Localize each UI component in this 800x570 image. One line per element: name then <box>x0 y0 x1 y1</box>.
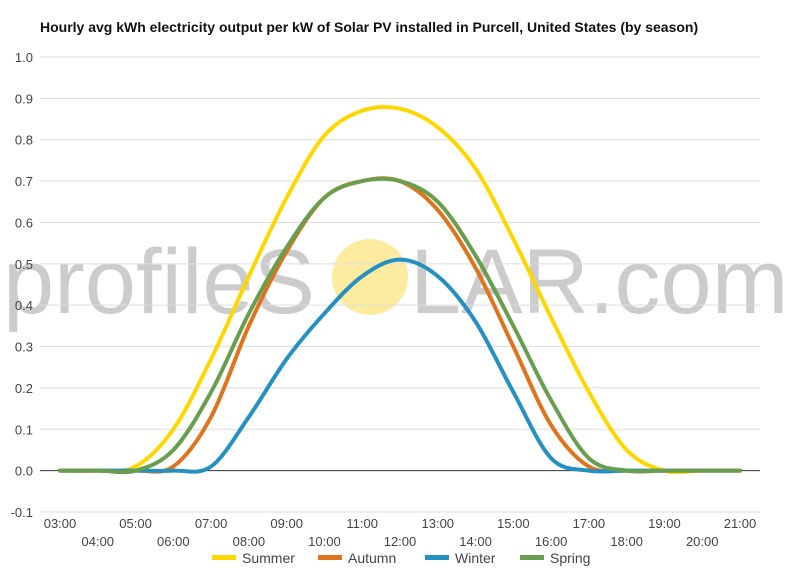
x-tick-label: 11:00 <box>346 516 378 531</box>
legend-swatch-autumn <box>318 555 342 560</box>
x-tick-label: 19:00 <box>648 516 681 531</box>
y-axis-ticks: 1.0 0.9 0.8 0.7 0.6 0.5 0.4 0.3 0.2 0.1 0.0 -0.1 <box>11 50 33 520</box>
y-tick-label: 0.8 <box>15 133 33 148</box>
series-line-summer <box>58 104 742 475</box>
x-tick-label: 20:00 <box>686 534 719 549</box>
series-lines <box>58 104 742 475</box>
y-tick-label: 0.5 <box>15 257 33 272</box>
x-tick-label: 03:00 <box>44 516 77 531</box>
y-tick-label: 0.3 <box>15 340 33 355</box>
x-tick-label: 17:00 <box>573 516 606 531</box>
x-tick-label: 08:00 <box>233 534 266 549</box>
legend-label-spring: Spring <box>550 550 590 566</box>
series-line-spring <box>58 176 742 475</box>
x-tick-label: 15:00 <box>497 516 530 531</box>
watermark-sun-icon <box>332 239 408 315</box>
x-tick-label: 10:00 <box>308 534 341 549</box>
chart-title: Hourly avg kWh electricity output per kW… <box>40 19 699 35</box>
legend-label-winter: Winter <box>455 550 496 566</box>
y-tick-label: 0.2 <box>15 381 33 396</box>
x-tick-label: 05:00 <box>119 516 152 531</box>
x-tick-label: 21:00 <box>724 516 757 531</box>
x-tick-label: 06:00 <box>157 534 190 549</box>
legend-swatch-summer <box>212 555 236 560</box>
y-tick-label: 0.4 <box>15 298 33 313</box>
y-tick-label: 1.0 <box>15 50 33 65</box>
y-tick-label: 0.6 <box>15 215 33 230</box>
x-axis-ticks: 03:00 04:00 05:00 06:00 07:00 08:00 09:00 10:00… <box>44 516 757 549</box>
x-tick-label: 14:00 <box>459 534 492 549</box>
watermark-text-right: LAR.com <box>410 231 788 333</box>
y-tick-label: 0.7 <box>15 174 33 189</box>
legend-label-summer: Summer <box>242 550 295 566</box>
x-tick-label: 04:00 <box>82 534 115 549</box>
legend: Summer Autumn Winter Spring <box>212 550 590 566</box>
legend-swatch-spring <box>520 555 544 560</box>
y-tick-label: -0.1 <box>11 505 33 520</box>
y-tick-label: 0.0 <box>15 464 33 479</box>
watermark: profileS LAR.com <box>3 231 788 333</box>
x-tick-label: 09:00 <box>270 516 303 531</box>
y-tick-label: 0.9 <box>15 91 33 106</box>
x-tick-label: 13:00 <box>422 516 455 531</box>
grid <box>40 56 760 513</box>
x-tick-label: 12:00 <box>384 534 417 549</box>
x-tick-label: 18:00 <box>610 534 643 549</box>
x-tick-label: 16:00 <box>535 534 568 549</box>
legend-label-autumn: Autumn <box>348 550 396 566</box>
y-tick-label: 0.1 <box>15 422 33 437</box>
x-tick-label: 07:00 <box>195 516 228 531</box>
legend-swatch-winter <box>425 555 449 560</box>
